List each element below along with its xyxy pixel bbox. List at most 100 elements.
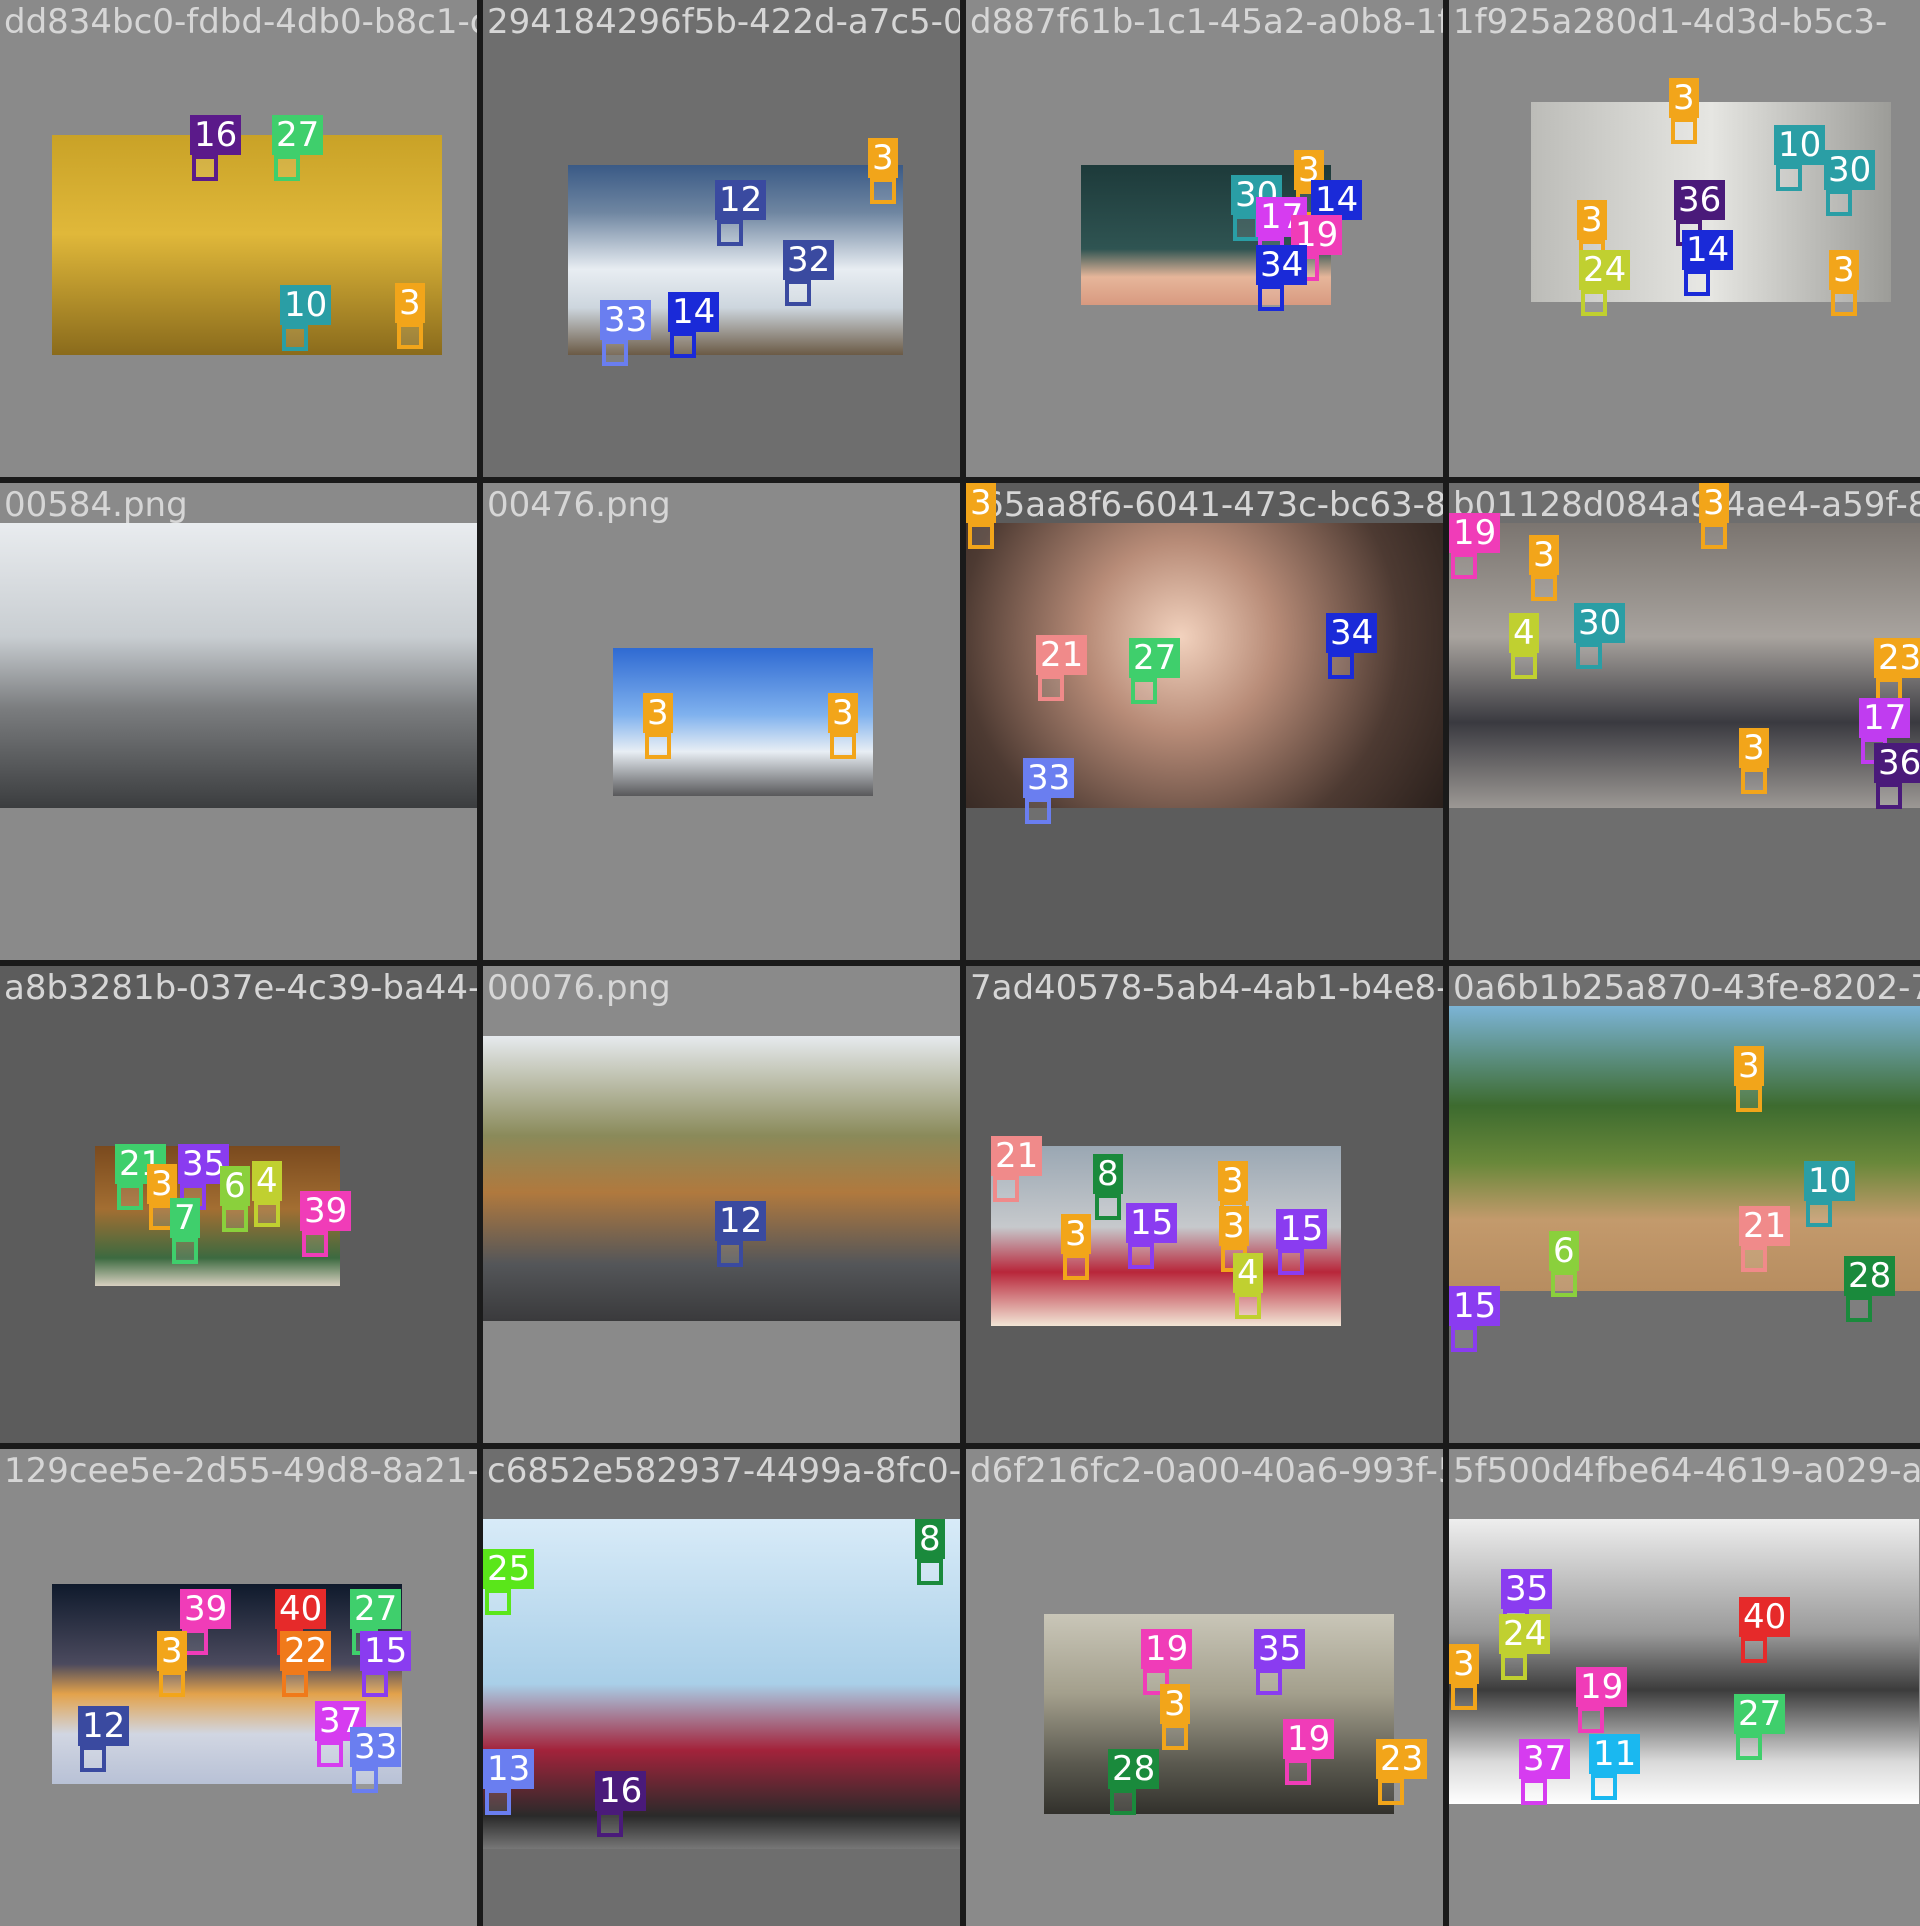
detection-box (1846, 1296, 1872, 1322)
tile-filename: 294184296f5b-422d-a7c5-0584561a281.jpg (487, 2, 960, 42)
detection-label: 23 (1874, 638, 1920, 678)
grid-tile[interactable]: 00584.png (0, 483, 477, 960)
detection-label: 35 (1254, 1629, 1306, 1669)
detection-box (1831, 290, 1857, 316)
grid-tile[interactable]: 7ad40578-5ab4-4ab1-b4e8-4a6b1b25a870.jpg… (966, 966, 1443, 1443)
grid-tile[interactable]: 00076.png 12 (483, 966, 960, 1443)
detection-label: 3 (1449, 1644, 1479, 1684)
detection-label: 30 (1824, 150, 1876, 190)
detection-label: 3 (868, 138, 898, 178)
grid-tile[interactable]: f65aa8f6-6041-473c-bc63-8 3 21 27 34 33 (966, 483, 1443, 960)
detection-box (1501, 1654, 1527, 1680)
detection-box (602, 340, 628, 366)
detection-label: 37 (1519, 1739, 1571, 1779)
detection-box (1776, 165, 1802, 191)
grid-tile[interactable]: a8b3281b-037e-4c39-ba44-ea0f75ac1a1b.jpg… (0, 966, 477, 1443)
detection-label: 3 (643, 693, 673, 733)
detection-label: 19 (1449, 513, 1501, 553)
grid-tile[interactable]: dd834bc0-fdbd-4db0-b8c1-c29448a20d83.jpg… (0, 0, 477, 477)
grid-tile[interactable]: b01128d084a9-4ae4-a59f-8 19 3 3 30 4 23 17 3 36 (1449, 483, 1920, 960)
detection-box (1876, 783, 1902, 809)
detection-box (1826, 190, 1852, 216)
detection-box (1451, 1684, 1477, 1710)
detection-box (1684, 270, 1710, 296)
detection-label: 40 (1739, 1597, 1791, 1637)
detection-label: 34 (1256, 245, 1308, 285)
grid-tile[interactable]: c6852e582937-4499a-8fc0-e 25 8 13 16 (483, 1449, 960, 1926)
detection-box (1095, 1194, 1121, 1220)
grid-tile[interactable]: d887f61b-1c1-45a2-a0b8-1f925a280d1.jpg33… (966, 0, 1443, 477)
detection-label: 19 (1576, 1667, 1628, 1707)
tile-filename: d6f216fc2-0a00-40a6-993f-5f500d4fbe64.jp… (970, 1451, 1443, 1491)
detection-label: 28 (1108, 1749, 1160, 1789)
grid-tile[interactable]: d6f216fc2-0a00-40a6-993f-5f500d4fbe64.jp… (966, 1449, 1443, 1926)
detection-label: 8 (1093, 1154, 1123, 1194)
detection-label: 36 (1674, 180, 1726, 220)
detection-box (670, 332, 696, 358)
grid-tile[interactable]: 294184296f5b-422d-a7c5-0584561a281.jpg 3 1… (483, 0, 960, 477)
detection-label: 15 (1449, 1286, 1501, 1326)
detection-box (1378, 1779, 1404, 1805)
detection-box (1551, 1271, 1577, 1297)
detection-box (274, 155, 300, 181)
detection-label: 3 (1577, 200, 1607, 240)
detection-label: 39 (180, 1589, 232, 1629)
tile-filename: dd834bc0-fdbd-4db0-b8c1-c29448a20d83.jpg (4, 2, 477, 42)
detection-label: 3 (828, 693, 858, 733)
tile-filename: 00076.png (487, 968, 671, 1008)
detection-box (192, 155, 218, 181)
detection-box (968, 523, 994, 549)
detection-box (917, 1559, 943, 1585)
detection-label: 10 (280, 285, 332, 325)
detection-label: 36 (1874, 743, 1920, 783)
detection-label: 3 (1829, 250, 1859, 290)
tile-filename: d887f61b-1c1-45a2-a0b8-1f925a280d1.jpg (970, 2, 1443, 42)
grid-tile[interactable]: 5f500d4fbe64-4619-a029-a 35 24 3 40 19 27 37 11 (1449, 1449, 1920, 1926)
tile-filename: 1f925a280d1-4d3d-b5c3- (1453, 2, 1888, 42)
detection-box (222, 1206, 248, 1232)
tile-filename: 7ad40578-5ab4-4ab1-b4e8-4a6b1b25a870.jpg (970, 968, 1443, 1008)
detection-label: 3 (1219, 1206, 1249, 1246)
grid-tile[interactable]: 129cee5e-2d55-49d8-8a21-6852e582937.jpg 3… (0, 1449, 477, 1926)
detection-label: 21 (1739, 1206, 1791, 1246)
detection-label: 35 (178, 1144, 230, 1184)
detection-box (717, 220, 743, 246)
detection-box (1511, 653, 1537, 679)
detection-label: 24 (1499, 1614, 1551, 1654)
detection-label: 3 (1699, 483, 1729, 523)
detection-box (1581, 290, 1607, 316)
detection-label: 24 (1579, 250, 1631, 290)
detection-box (485, 1589, 511, 1615)
detection-label: 14 (1311, 180, 1363, 220)
detection-box (159, 1671, 185, 1697)
tile-photo (0, 523, 477, 808)
detection-label: 6 (220, 1166, 250, 1206)
detection-box (1521, 1779, 1547, 1805)
tile-filename: c6852e582937-4499a-8fc0-e (487, 1451, 960, 1491)
detection-label: 19 (1141, 1629, 1193, 1669)
detection-box (1256, 1669, 1282, 1695)
detection-box (597, 1811, 623, 1837)
grid-tile[interactable]: 1f925a280d1-4d3d-b5c3- 3 10 30 36 3 14 24 3 (1449, 0, 1920, 477)
detection-box (254, 1201, 280, 1227)
detection-box (1278, 1249, 1304, 1275)
detection-box (1576, 643, 1602, 669)
detection-label: 16 (190, 115, 242, 155)
detection-box (1131, 678, 1157, 704)
detection-label: 12 (715, 1201, 767, 1241)
detection-box (1235, 1293, 1261, 1319)
detection-box (282, 1671, 308, 1697)
detection-box (80, 1746, 106, 1772)
grid-tile[interactable]: 00476.png 3 3 (483, 483, 960, 960)
detection-box (1110, 1789, 1136, 1815)
detection-box (1741, 1637, 1767, 1663)
detection-label: 15 (360, 1631, 412, 1671)
detection-label: 35 (1501, 1569, 1553, 1609)
detection-label: 15 (1276, 1209, 1328, 1249)
grid-tile[interactable]: 0a6b1b25a870-43fe-8202-7 3 10 21 6 28 15 (1449, 966, 1920, 1443)
tile-filename: 5f500d4fbe64-4619-a029-a (1453, 1451, 1920, 1491)
detection-box (993, 1176, 1019, 1202)
tile-photo (1449, 523, 1920, 808)
detection-label: 27 (1734, 1694, 1786, 1734)
detection-box (302, 1231, 328, 1257)
